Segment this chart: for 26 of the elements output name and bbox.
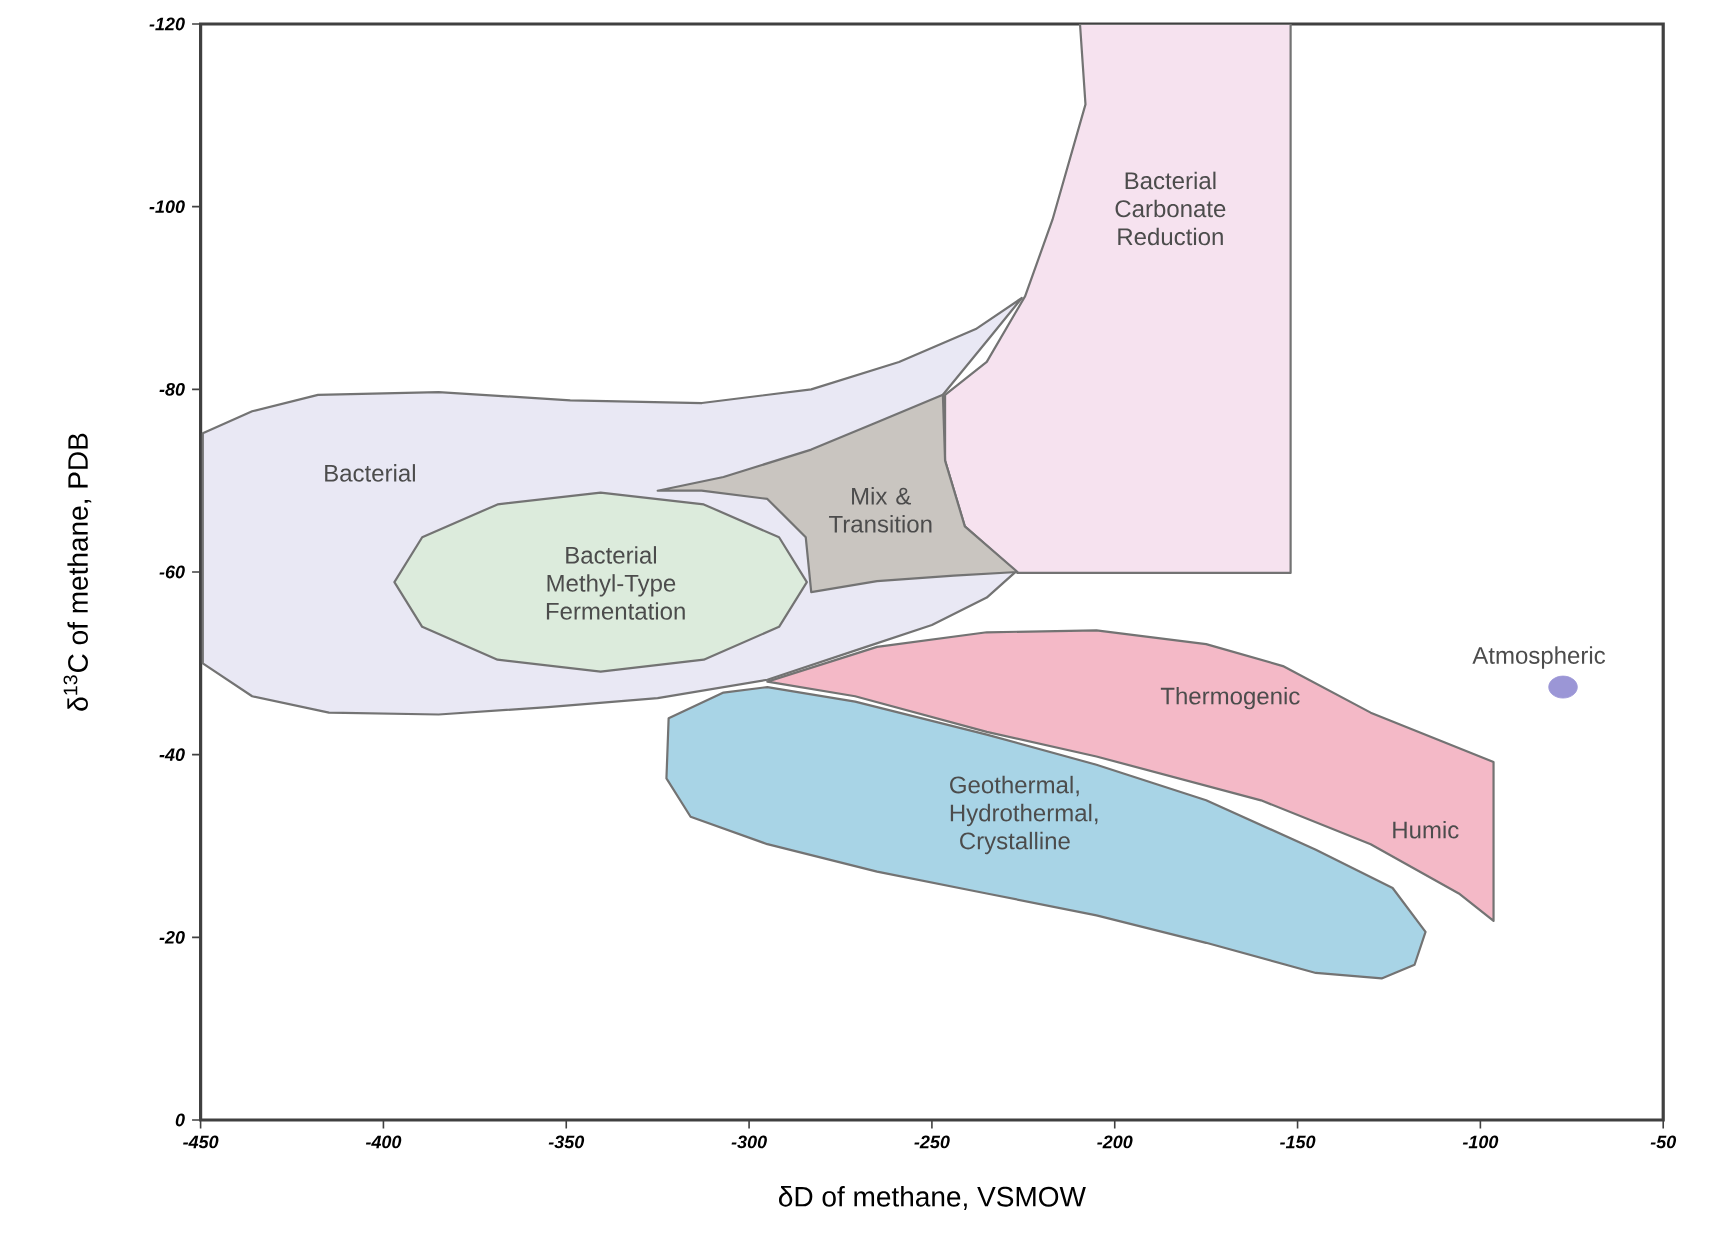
y-tick-label: -80 [159, 382, 185, 396]
x-tick-label: -400 [365, 1135, 402, 1149]
series-label: Bacterial [325, 464, 415, 482]
y-tick-label: 0 [175, 1113, 185, 1127]
x-tick-label: -350 [548, 1135, 585, 1149]
x-tick-label: -100 [1462, 1135, 1499, 1149]
y-tick-label: -60 [159, 565, 185, 579]
x-tick-label: -150 [1280, 1135, 1316, 1149]
y-tick-label: -20 [159, 930, 185, 944]
series-label: Mix & Transition [829, 487, 932, 533]
annotation: Humic [1393, 820, 1459, 839]
y-tick-label: -40 [159, 748, 185, 762]
series-label: Bacterial Carbonate Reduction [1115, 171, 1226, 246]
x-tick-label: -450 [183, 1135, 219, 1149]
x-tick-label: -200 [1097, 1135, 1133, 1149]
x-tick-label: -50 [1650, 1135, 1677, 1149]
y-tick-label: -100 [149, 200, 185, 214]
x-tick-label: -250 [914, 1135, 950, 1149]
y-tick-label: -120 [149, 17, 185, 31]
series-label: Thermogenic [1160, 686, 1300, 710]
x-tick-label: -300 [731, 1135, 767, 1149]
series-label: Geothermal, Hydrothermal, Crystalline [950, 775, 1098, 855]
series-label: Bacterial Methyl-Type Fermentation [546, 546, 685, 620]
series-label: Atmospheric [1472, 646, 1606, 669]
y-axis-title: δ$^{13}$C of methane, PDB [63, 433, 92, 711]
x-axis-title: δD of methane, VSMOW [779, 1186, 1086, 1210]
